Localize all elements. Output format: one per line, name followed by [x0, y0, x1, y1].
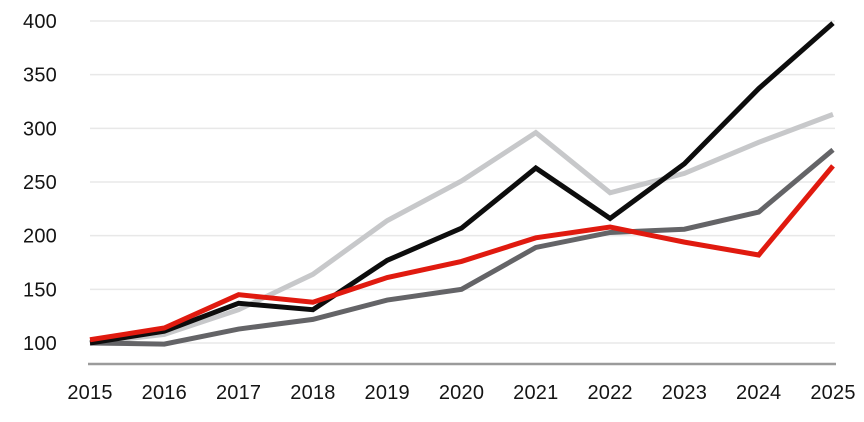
x-axis-tick-labels: 2015 2016 2017 2018 2019 2020 2021 2022 2023 2024… [67, 382, 855, 404]
series-line-red [89, 164, 835, 343]
y-axis-tick-label: 400 [23, 11, 57, 33]
y-axis-tick-label: 100 [23, 333, 57, 355]
series-line-light-gray [89, 112, 834, 346]
series-line-dark-gray [89, 147, 835, 347]
x-axis-tick-label: 2020 [439, 382, 484, 404]
x-axis-tick-label: 2023 [662, 382, 707, 404]
x-axis-tick-label: 2016 [142, 382, 187, 404]
x-axis-tick-label: 2018 [290, 382, 335, 404]
series-lines-group [89, 21, 835, 347]
series-line-black [89, 21, 835, 346]
x-axis-tick-label: 2021 [513, 382, 558, 404]
y-axis-tick-label: 300 [23, 118, 57, 140]
x-axis-tick-label: 2022 [587, 382, 632, 404]
y-axis-tick-label: 150 [23, 279, 57, 301]
y-axis-tick-label: 350 [23, 65, 57, 87]
x-axis-tick-label: 2015 [67, 382, 112, 404]
x-axis-tick-label: 2019 [365, 382, 410, 404]
y-axis-tick-labels: 400 350 300 250 200 150 100 [23, 11, 57, 355]
x-axis-tick-label: 2024 [736, 382, 781, 404]
x-axis-tick-label: 2017 [216, 382, 261, 404]
x-axis-tick-label: 2025 [810, 382, 855, 404]
y-axis-tick-label: 200 [23, 226, 57, 248]
y-axis-tick-label: 250 [23, 172, 57, 194]
